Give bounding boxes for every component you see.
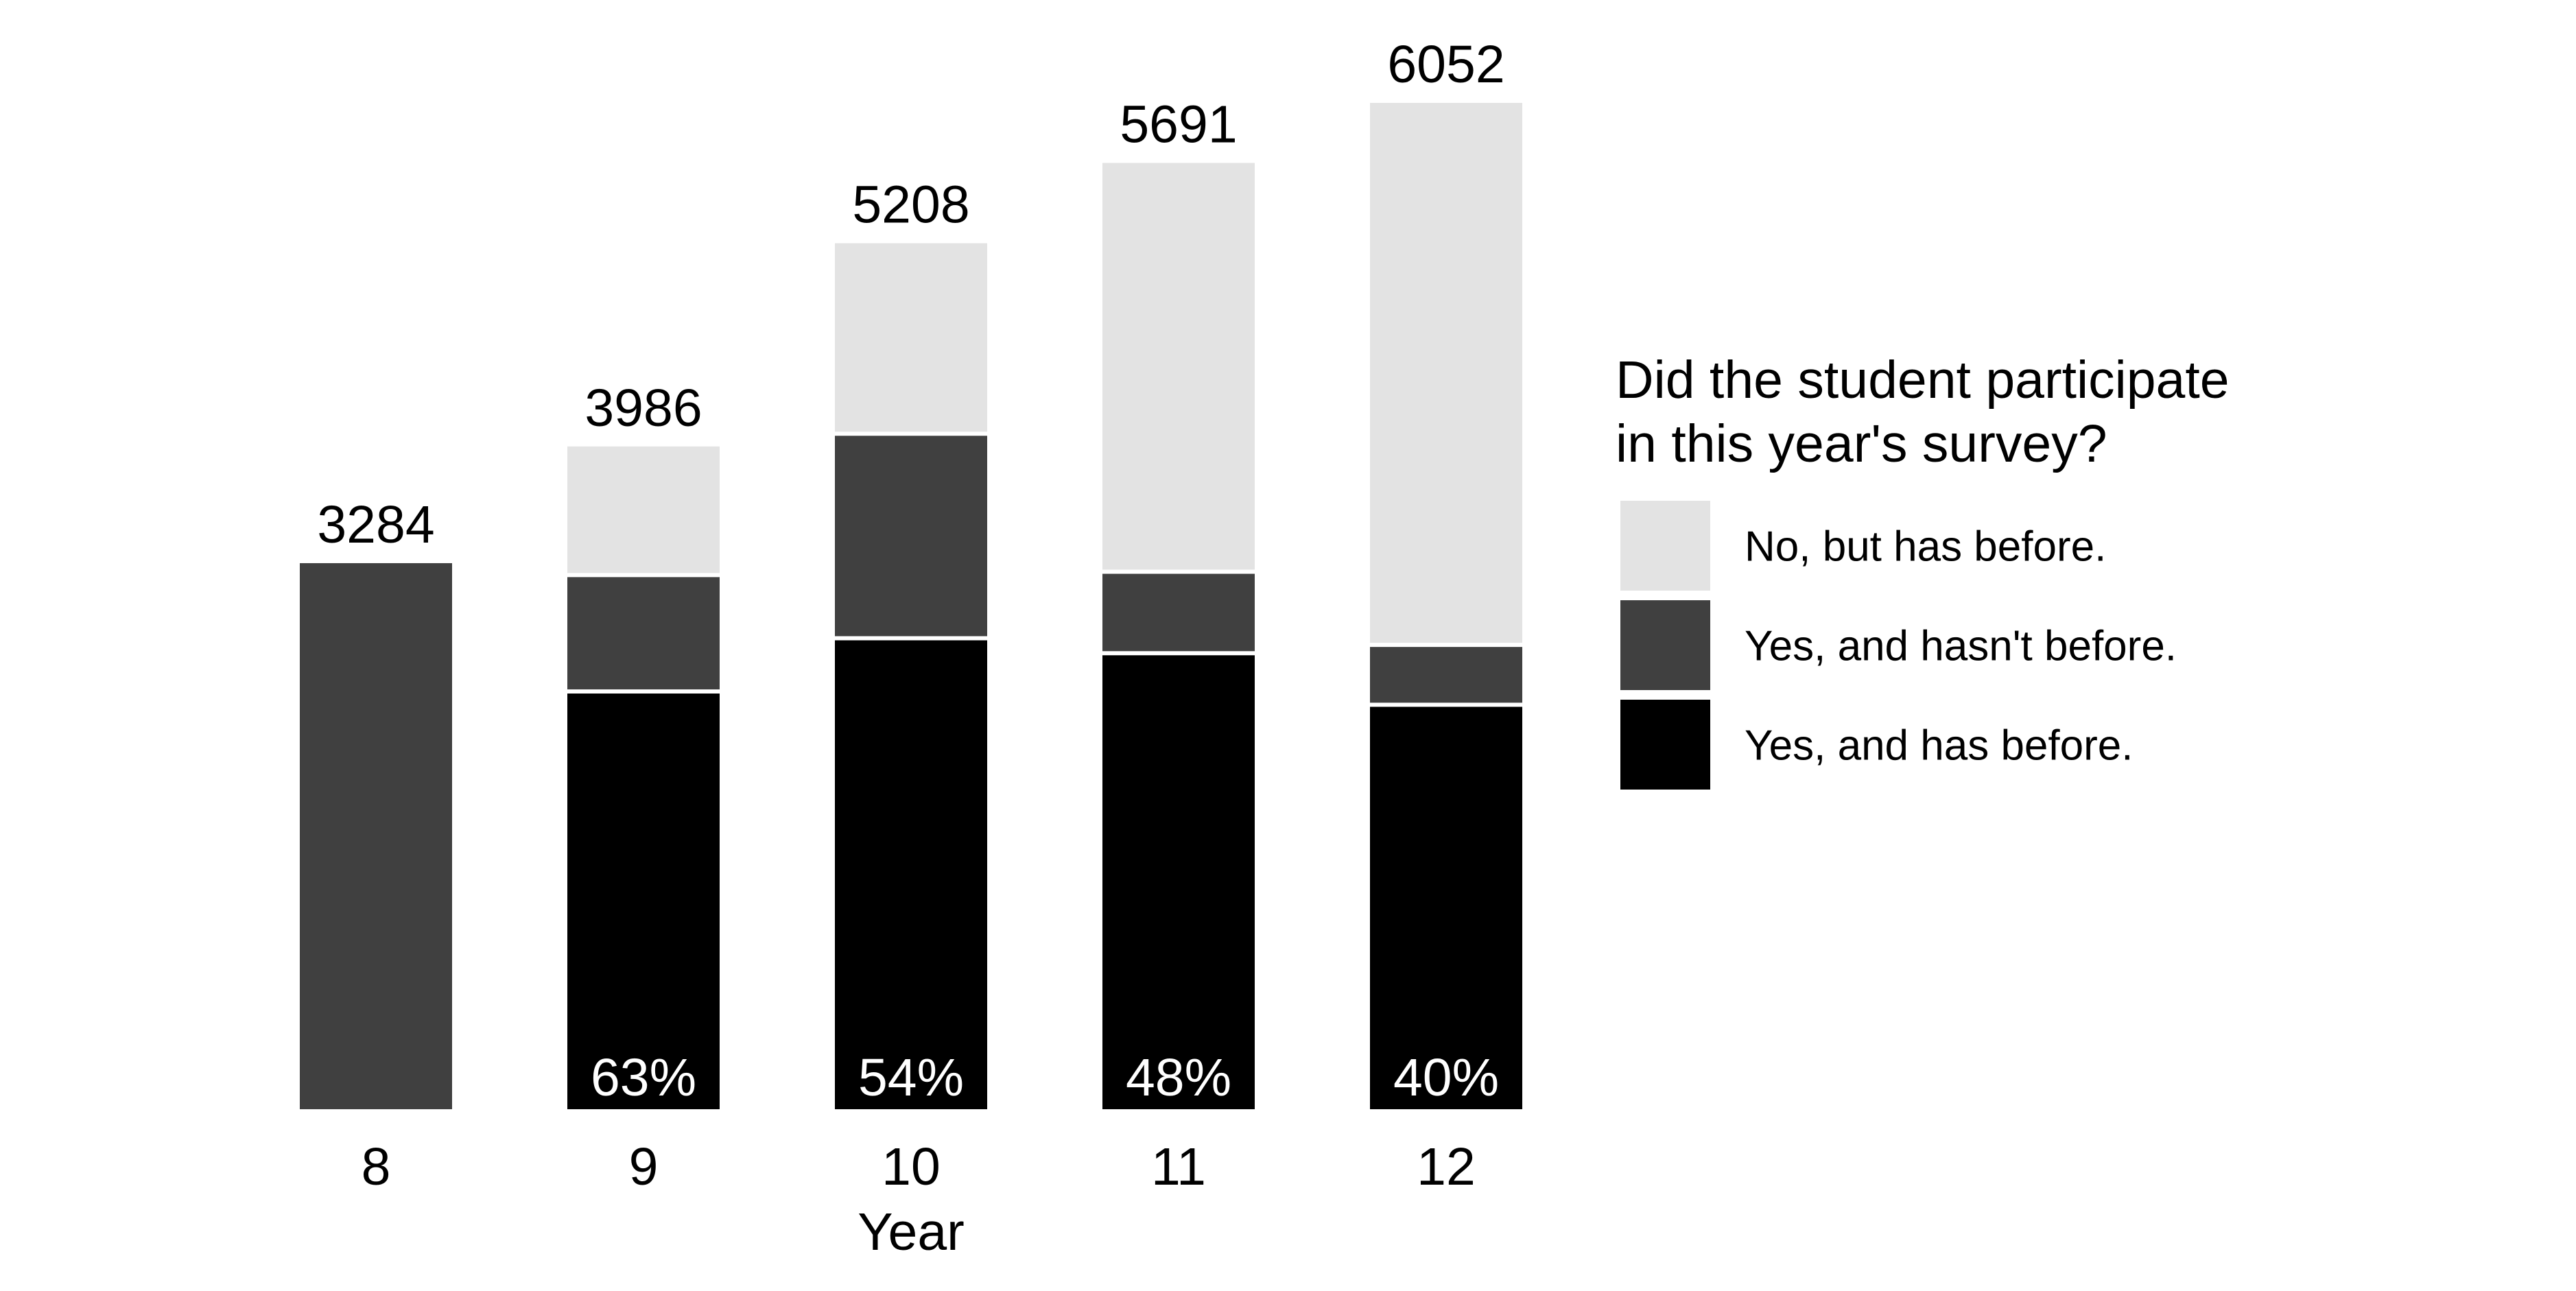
- bar-segment-9-yes-and-has-before: [567, 694, 720, 1109]
- bar-segment-12-yes-and-has-before: [1370, 707, 1522, 1109]
- bar-segment-9-yes-and-hasn-t-before: [567, 577, 720, 689]
- bar-percent-label: 40%: [1393, 1048, 1499, 1107]
- bar-segment-8-yes-and-hasn-t-before: [300, 562, 452, 1109]
- legend-label: Yes, and has before.: [1745, 722, 2133, 770]
- bar-percent-label: 63%: [591, 1048, 696, 1107]
- x-axis-title: Year: [858, 1203, 965, 1262]
- bar-percent-label: 48%: [1126, 1048, 1231, 1107]
- x-tick-label: 12: [1417, 1137, 1476, 1196]
- bar-total-label: 5691: [1120, 95, 1237, 154]
- legend-title-line: in this year's survey?: [1616, 414, 2107, 473]
- bar-segment-9-no-but-has-before: [567, 446, 720, 573]
- legend-title-line: Did the student participate: [1616, 351, 2230, 410]
- bar-segment-10-no-but-has-before: [835, 243, 987, 432]
- bar-segment-11-yes-and-hasn-t-before: [1102, 573, 1255, 652]
- bar-segment-12-yes-and-hasn-t-before: [1370, 647, 1522, 703]
- legend-label: No, but has before.: [1745, 523, 2106, 571]
- x-tick-label: 8: [362, 1137, 391, 1196]
- bar-total-label: 3986: [584, 379, 702, 438]
- bar-percent-label: 54%: [858, 1048, 964, 1107]
- legend-key-swatch: [1620, 700, 1710, 790]
- bar-segment-10-yes-and-hasn-t-before: [835, 436, 987, 637]
- bar-segment-11-yes-and-has-before: [1102, 655, 1255, 1109]
- bar-total-label: 6052: [1387, 35, 1504, 94]
- x-tick-label: 9: [629, 1137, 659, 1196]
- x-tick-label: 11: [1151, 1137, 1206, 1196]
- bar-segment-11-no-but-has-before: [1102, 163, 1255, 570]
- bar-total-label: 5208: [852, 176, 969, 235]
- bar-total-label: 3284: [317, 495, 434, 554]
- legend-key-swatch: [1620, 600, 1710, 690]
- bar-segment-12-no-but-has-before: [1370, 102, 1522, 643]
- legend-label: Yes, and hasn't before.: [1745, 623, 2177, 670]
- legend-key-swatch: [1620, 501, 1710, 591]
- bar-segment-10-yes-and-has-before: [835, 640, 987, 1109]
- x-tick-label: 10: [882, 1137, 941, 1196]
